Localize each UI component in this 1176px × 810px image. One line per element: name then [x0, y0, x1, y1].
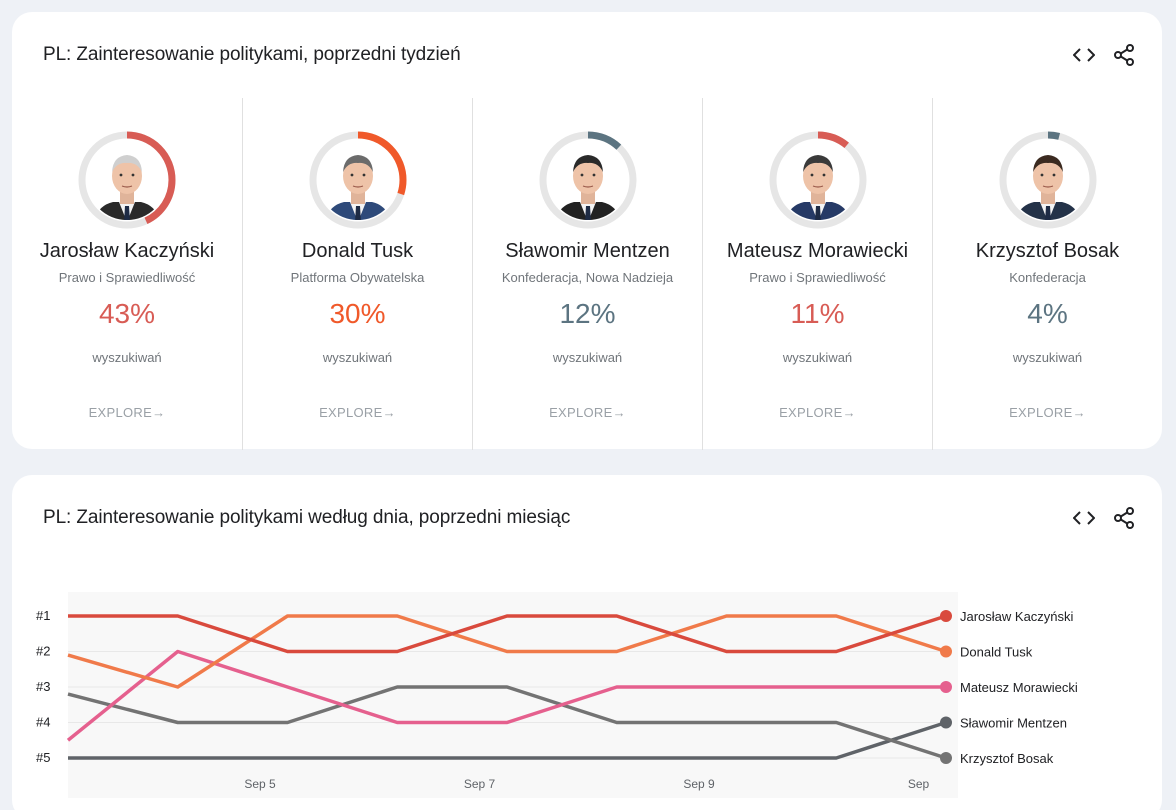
- rank-chart: #1 #2 #3 #4 #5 Sep 5 Sep 7 Sep 9 Sep Jarosław Kac…: [36, 592, 1078, 798]
- search-share-percent: 4%: [1027, 298, 1068, 329]
- series-legend-label: Donald Tusk: [960, 645, 1033, 660]
- rank-label: #5: [36, 750, 50, 765]
- explore-label: EXPLORE: [1009, 405, 1073, 420]
- series-line: [67, 685, 947, 760]
- rank-label: #2: [36, 644, 50, 659]
- politician-name: Donald Tusk: [301, 240, 414, 262]
- explore-label: EXPLORE: [549, 405, 613, 420]
- x-tick-label: Sep: [908, 777, 930, 791]
- series-legend-label: Sławomir Mentzen: [960, 716, 1067, 731]
- avatar-portrait: [769, 131, 867, 229]
- avatar: [538, 130, 638, 230]
- search-share-percent: 43%: [98, 298, 156, 329]
- search-share-label: wyszukiwań: [552, 350, 623, 365]
- explore-link[interactable]: EXPLORE→: [473, 405, 702, 420]
- party-name: Platforma Obywatelska: [290, 270, 425, 285]
- card-actions: [1072, 506, 1136, 530]
- x-tick-label: Sep 7: [464, 777, 496, 791]
- avatar: [768, 130, 868, 230]
- card-title: PL: Zainteresowanie politykami, poprzedn…: [43, 44, 461, 65]
- series-legend-label: Krzysztof Bosak: [960, 751, 1054, 766]
- plot-background: [68, 592, 958, 798]
- politician-name: Krzysztof Bosak: [975, 240, 1120, 262]
- series-line: [68, 720, 947, 760]
- explore-label: EXPLORE: [319, 405, 383, 420]
- rank-label: #4: [36, 715, 50, 730]
- avatar: [77, 130, 177, 230]
- explore-label: EXPLORE: [779, 405, 843, 420]
- search-share-label: wyszukiwań: [782, 350, 853, 365]
- card-actions: [1072, 43, 1136, 67]
- explore-link[interactable]: EXPLORE→: [703, 405, 932, 420]
- search-share-percent: 30%: [329, 298, 386, 329]
- politician-name: Sławomir Mentzen: [505, 240, 670, 262]
- avatar: [308, 130, 408, 230]
- code-icon[interactable]: [1072, 506, 1096, 530]
- politician-card: Mateusz Morawiecki Prawo i Sprawiedliwość…: [702, 98, 932, 450]
- arrow-right-icon: →: [612, 405, 626, 420]
- arrow-right-icon: →: [842, 405, 856, 420]
- share-icon[interactable]: [1112, 506, 1136, 530]
- series-endpoint: [940, 716, 952, 729]
- share-progress-ring: [999, 131, 1097, 229]
- arrow-right-icon: →: [152, 405, 166, 420]
- series-line: [67, 614, 947, 689]
- rank-label: #1: [36, 608, 50, 623]
- share-icon[interactable]: [1112, 43, 1136, 67]
- series-legend-label: Mateusz Morawiecki: [960, 680, 1078, 695]
- arrow-right-icon: →: [1072, 405, 1086, 420]
- politician-card: Jarosław Kaczyński Prawo i Sprawiedliwość…: [12, 98, 242, 450]
- x-tick-label: Sep 9: [683, 777, 715, 791]
- series-legend-label: Jarosław Kaczyński: [960, 609, 1074, 624]
- series-endpoint: [940, 610, 952, 622]
- avatar: [998, 130, 1098, 230]
- explore-label: EXPLORE: [88, 405, 153, 420]
- card-title: PL: Zainteresowanie politykami według dn…: [43, 507, 571, 528]
- series-endpoint: [940, 752, 952, 764]
- search-share-percent: 11%: [790, 298, 845, 329]
- party-name: Prawo i Sprawiedliwość: [749, 270, 886, 285]
- explore-link[interactable]: EXPLORE→: [243, 405, 472, 420]
- series-endpoint: [940, 645, 952, 658]
- party-name: Konfederacja: [1009, 270, 1086, 285]
- party-name: Konfederacja, Nowa Nadzieja: [501, 270, 674, 285]
- share-progress-ring: [769, 131, 867, 229]
- share-progress-ring: [539, 131, 637, 229]
- party-name: Prawo i Sprawiedliwość: [58, 270, 196, 285]
- series-endpoint: [940, 681, 952, 693]
- share-progress-ring: [78, 131, 176, 229]
- search-share-percent: 12%: [559, 298, 616, 329]
- series-line: [68, 614, 947, 654]
- avatar-portrait: [999, 131, 1097, 229]
- arrow-right-icon: →: [382, 405, 396, 420]
- search-share-label: wyszukiwań: [1012, 350, 1083, 365]
- politician-card: Krzysztof Bosak Konfederacja 4% wyszukiwań E…: [932, 98, 1162, 450]
- code-icon[interactable]: [1072, 43, 1096, 67]
- search-share-label: wyszukiwań: [322, 350, 393, 365]
- politician-card: Donald Tusk Platforma Obywatelska 30% wyszu…: [242, 98, 472, 450]
- avatar-portrait: [78, 131, 176, 229]
- x-tick-label: Sep 5: [244, 777, 276, 791]
- share-progress-ring: [309, 131, 407, 229]
- weekly-interest-card: PL: Zainteresowanie politykami, poprzedn…: [12, 12, 1162, 450]
- explore-link[interactable]: EXPLORE→: [933, 405, 1162, 420]
- avatar-portrait: [309, 131, 407, 229]
- politician-name: Mateusz Morawiecki: [726, 240, 909, 262]
- daily-interest-card: PL: Zainteresowanie politykami według dn…: [12, 475, 1162, 810]
- politician-card: Sławomir Mentzen Konfederacja, Nowa Nadzi…: [472, 98, 702, 450]
- search-share-label: wyszukiwań: [92, 350, 162, 365]
- avatar-portrait: [539, 131, 637, 229]
- politician-name: Jarosław Kaczyński: [39, 240, 215, 262]
- rank-label: #3: [36, 679, 50, 694]
- explore-link[interactable]: EXPLORE→: [12, 405, 242, 420]
